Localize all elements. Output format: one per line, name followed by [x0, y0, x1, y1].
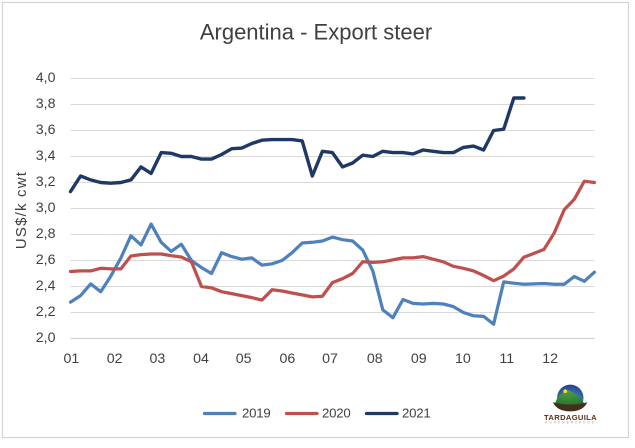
- svg-text:2020: 2020: [322, 406, 351, 421]
- svg-text:TARDAGUILA: TARDAGUILA: [544, 413, 597, 422]
- svg-text:3,4: 3,4: [36, 148, 56, 164]
- svg-text:11: 11: [499, 351, 514, 367]
- svg-text:AGROMERCADOS: AGROMERCADOS: [545, 421, 596, 425]
- svg-text:10: 10: [455, 351, 471, 367]
- svg-text:4,0: 4,0: [36, 70, 56, 86]
- svg-text:05: 05: [236, 351, 252, 367]
- svg-text:2,8: 2,8: [36, 226, 56, 242]
- svg-text:02: 02: [107, 351, 123, 367]
- svg-text:3,2: 3,2: [36, 174, 56, 190]
- svg-text:09: 09: [411, 351, 427, 367]
- svg-text:2,6: 2,6: [36, 252, 56, 268]
- svg-text:08: 08: [367, 351, 383, 367]
- svg-text:3,6: 3,6: [36, 122, 56, 138]
- svg-text:3,8: 3,8: [36, 96, 56, 112]
- svg-text:2,2: 2,2: [36, 304, 56, 320]
- svg-text:07: 07: [322, 351, 338, 367]
- svg-text:2,0: 2,0: [36, 330, 56, 346]
- svg-text:03: 03: [150, 351, 166, 367]
- svg-text:06: 06: [280, 351, 296, 367]
- svg-text:2021: 2021: [402, 406, 431, 421]
- svg-text:01: 01: [64, 351, 80, 367]
- svg-text:3,0: 3,0: [36, 200, 56, 216]
- svg-text:12: 12: [542, 351, 558, 367]
- svg-text:Argentina - Export steer: Argentina - Export steer: [200, 20, 432, 45]
- svg-text:04: 04: [193, 351, 209, 367]
- svg-text:US$/k cwt: US$/k cwt: [13, 171, 30, 249]
- svg-text:2019: 2019: [242, 406, 271, 421]
- svg-text:2,4: 2,4: [36, 278, 56, 294]
